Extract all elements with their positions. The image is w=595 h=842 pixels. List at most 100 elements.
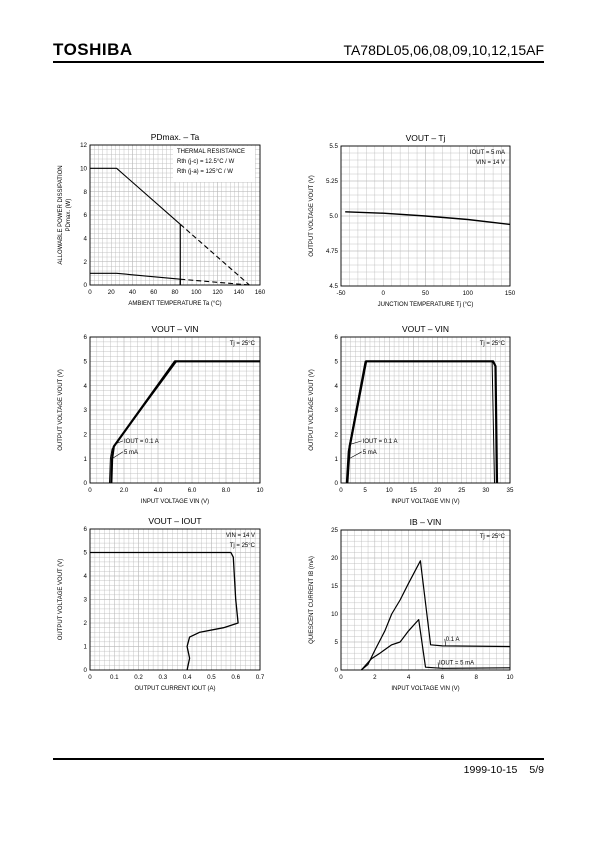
y-axis-label: OUTPUT VOLTAGE VOUT (V) (309, 369, 315, 451)
series-line-1 (179, 223, 250, 286)
x-tick-label: 0.4 (183, 674, 192, 681)
y-tick-label: 0 (84, 667, 88, 674)
x-tick-label: 10 (257, 487, 264, 494)
y-tick-label: 1 (84, 456, 88, 463)
y-tick-label: 1 (335, 456, 339, 463)
y-axis-label: OUTPUT VOLTAGE VOUT (V) (309, 175, 315, 257)
footer-rule (53, 758, 544, 760)
series-line-0 (90, 167, 181, 225)
y-tick-label: 25 (331, 527, 338, 534)
y-tick-label: 2 (84, 620, 88, 627)
y-tick-label: 4.75 (326, 248, 339, 255)
chart-title: VOUT – Tj (406, 133, 446, 143)
chart-title: PDmax. – Ta (151, 132, 200, 142)
x-tick-label: 5 (363, 487, 367, 494)
footer: 1999-10-15 5/9 (452, 764, 544, 776)
x-tick-label: 60 (150, 289, 157, 296)
x-tick-label: 160 (255, 289, 266, 296)
series-line-0 (346, 360, 499, 484)
y-tick-label: 3 (335, 407, 339, 414)
x-tick-label: 6 (441, 674, 445, 681)
chart-title: IB – VIN (410, 517, 442, 527)
footer-page: 5/9 (529, 764, 544, 776)
chart-title: VOUT – VIN (402, 324, 449, 334)
part-number: TA78DL05,06,08,09,10,12,15AF (343, 42, 544, 58)
series-line-4 (180, 278, 250, 286)
x-tick-label: 20 (108, 289, 115, 296)
plot-frame (340, 145, 511, 287)
x-tick-label: 4 (407, 674, 411, 681)
plot-frame (89, 528, 261, 671)
y-tick-label: 6 (84, 334, 88, 341)
plot-frame (340, 529, 511, 671)
x-tick-label: 2 (373, 674, 377, 681)
y-tick-label: 2 (84, 432, 88, 439)
x-axis-label: INPUT VOLTAGE VIN (V) (391, 686, 459, 692)
x-tick-label: 140 (234, 289, 245, 296)
annotation-label: 5 mA (363, 450, 377, 456)
legend-line: Tj = 25°C (230, 543, 256, 549)
chart-vout-tj: -50 0 50 100 150 4.5 4.75 5.0 5.25 5.5 VOUT – Tj JU… (309, 133, 516, 308)
chart-vout-vin-a: 0 2.0 4.0 6.0 8.0 10 0 1 2 3 4 5 6 VOUT – VIN INPUT VO… (58, 324, 264, 505)
x-axis-label: INPUT VOLTAGE VIN (V) (141, 499, 209, 505)
x-tick-label: 0 (339, 674, 343, 681)
y-tick-label: 2 (335, 432, 339, 439)
x-tick-label: 100 (463, 290, 474, 297)
x-tick-label: 80 (172, 289, 179, 296)
x-tick-label: 50 (422, 290, 429, 297)
annotation-arrow (437, 662, 440, 669)
series-line-0 (90, 551, 239, 671)
legend-line: Rth (j-a) = 125°C / W (177, 169, 233, 175)
footer-date: 1999-10-15 (463, 764, 518, 776)
legend-line: VIN = 14 V (476, 160, 505, 166)
brand-logo: TOSHIBA (53, 40, 133, 59)
y-tick-label: 6 (84, 526, 88, 533)
x-axis-label: INPUT VOLTAGE VIN (V) (391, 499, 459, 505)
legend-line: THERMAL RESISTANCE (177, 149, 245, 155)
y-tick-label: 4 (335, 383, 339, 390)
y-axis-label: QUIESCENT CURRENT IB (mA) (309, 556, 315, 644)
x-tick-label: 8.0 (222, 487, 231, 494)
annotation-label: 5 mA (124, 450, 138, 456)
y-tick-label: 20 (331, 555, 338, 562)
annotation-arrow (349, 451, 362, 459)
y-tick-label: 10 (80, 166, 87, 173)
x-tick-label: 0 (339, 487, 343, 494)
series-line-0 (345, 211, 511, 226)
x-tick-label: 0.2 (134, 674, 143, 681)
y-tick-label: 5 (335, 639, 339, 646)
x-tick-label: 0.7 (256, 674, 265, 681)
y-tick-label: 6 (84, 212, 88, 219)
annotation-arrow (444, 638, 447, 646)
y-tick-label: 1 (84, 644, 88, 651)
y-tick-label: 6 (335, 334, 339, 341)
annotation-label: IOUT = 0.1 A (124, 439, 159, 445)
chart-vout-vin-b: 0 5 10 15 20 25 30 35 0 1 2 3 4 5 6 VOUT – VIN INPUT VOL… (309, 324, 514, 505)
y-tick-label: 0 (335, 667, 339, 674)
plot-frame (89, 144, 261, 286)
y-tick-label: 5.0 (329, 213, 338, 220)
legend-line: VIN = 14 V (226, 533, 255, 539)
y-tick-label: 5.5 (329, 143, 338, 150)
y-tick-label: 2 (84, 259, 88, 266)
x-tick-label: 10 (507, 674, 514, 681)
x-axis-label: OUTPUT CURRENT IOUT (A) (134, 686, 215, 692)
x-tick-label: 4.0 (154, 487, 163, 494)
annotation-arrow (114, 440, 124, 445)
series-line-3 (90, 272, 181, 280)
x-tick-label: 0.6 (231, 674, 240, 681)
x-tick-label: 0 (88, 487, 92, 494)
x-tick-label: 0 (382, 290, 386, 297)
annotation-arrow (111, 451, 124, 459)
x-tick-label: 10 (386, 487, 393, 494)
x-tick-label: 40 (129, 289, 136, 296)
y-axis-label: OUTPUT VOLTAGE VOUT (V) (58, 369, 64, 451)
chart-title: VOUT – VIN (151, 324, 198, 334)
y-tick-label: 3 (84, 597, 88, 604)
y-tick-label: 0 (84, 282, 88, 289)
series-line-1 (360, 618, 511, 671)
annotation-arrow (351, 440, 362, 445)
grid (89, 336, 261, 484)
y-tick-label: 12 (80, 142, 87, 149)
x-tick-label: 0.5 (207, 674, 216, 681)
